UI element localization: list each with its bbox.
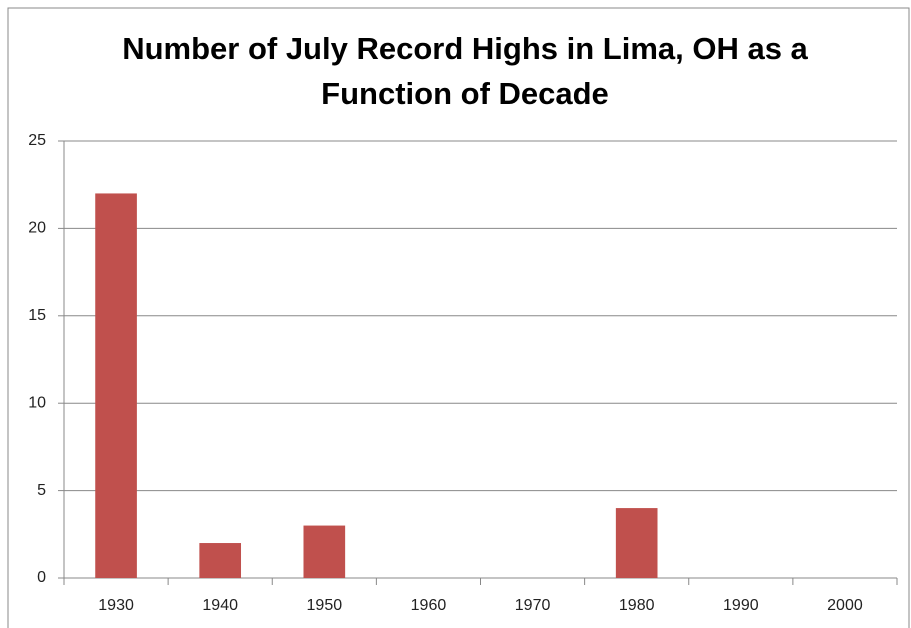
x-tick-label: 1930 xyxy=(98,597,134,614)
x-tick-label: 1940 xyxy=(202,597,238,614)
y-tick-label: 25 xyxy=(28,132,46,149)
y-tick-label: 10 xyxy=(28,394,46,411)
y-tick-label: 15 xyxy=(28,307,46,324)
x-tick-label: 1970 xyxy=(515,597,551,614)
bar xyxy=(615,508,658,578)
chart-title: Number of July Record Highs in Lima, OH … xyxy=(122,31,808,111)
y-tick-label: 20 xyxy=(28,220,46,237)
bar xyxy=(199,543,242,578)
bar xyxy=(303,525,346,578)
chart-frame xyxy=(7,7,910,628)
x-tick-label: 1950 xyxy=(307,597,343,614)
x-tick-label: 1980 xyxy=(619,597,655,614)
y-tick-label: 0 xyxy=(37,569,46,586)
bar xyxy=(95,193,137,578)
x-tick-label: 2000 xyxy=(827,597,863,614)
y-tick-label: 5 xyxy=(37,482,46,499)
x-tick-label: 1960 xyxy=(411,597,447,614)
x-tick-label: 1990 xyxy=(723,597,759,614)
